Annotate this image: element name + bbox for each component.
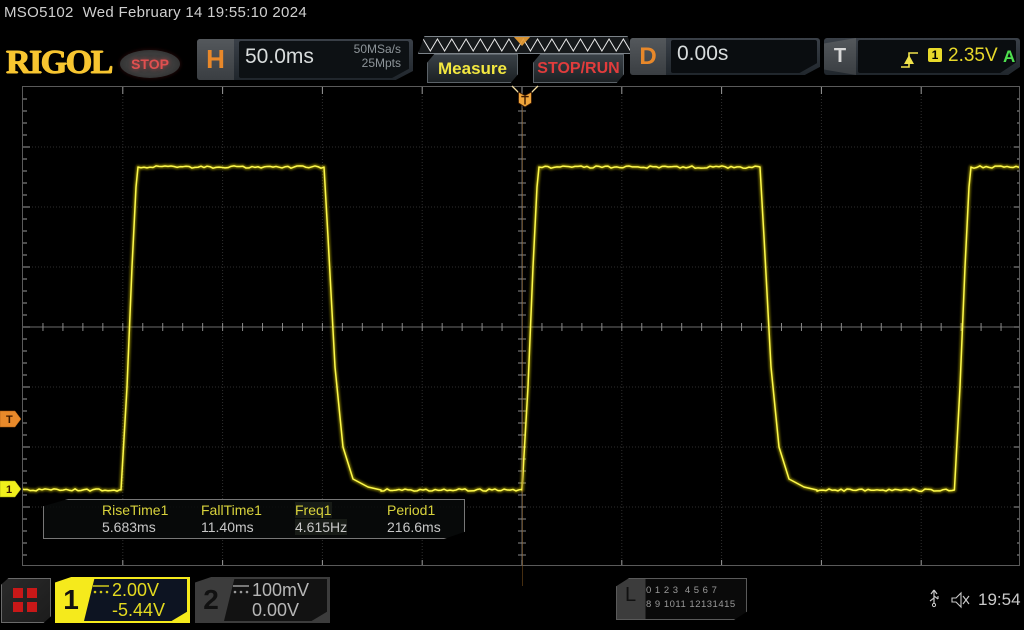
svg-text:T: T: [6, 414, 13, 426]
svg-text:1: 1: [6, 484, 12, 496]
